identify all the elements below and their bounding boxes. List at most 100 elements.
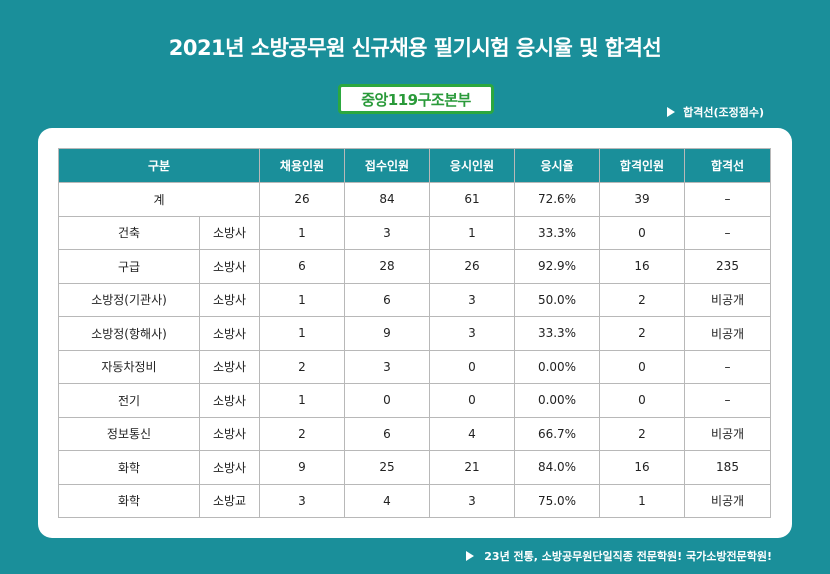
table-cell: 구급 [58, 249, 200, 284]
table-cell: 소방교 [199, 483, 260, 518]
header-cell: 채용인원 [259, 148, 345, 183]
table-cell: 3 [259, 483, 345, 518]
results-table: 구분 채용인원 접수인원 응시인원 응시율 합격인원 합격선 계 26 84 6… [58, 148, 771, 518]
table-cell: 계 [58, 182, 260, 217]
table-cell: 2 [259, 416, 345, 451]
table-cell: 4 [344, 483, 430, 518]
header-cell: 구분 [58, 148, 260, 183]
table-cell: 3 [429, 282, 515, 317]
table-row: 화학 소방교 3 4 3 75.0% 1 비공개 [58, 483, 771, 518]
table-cell: 3 [429, 316, 515, 351]
table-cell: 소방사 [199, 316, 260, 351]
header-cell: 접수인원 [344, 148, 430, 183]
table-cell: 33.3% [514, 316, 600, 351]
table-cell: 비공개 [684, 282, 771, 317]
table-cell: 1 [259, 383, 345, 418]
table-cell: 16 [599, 450, 685, 485]
table-cell: 0.00% [514, 383, 600, 418]
table-cell: – [684, 349, 771, 384]
table-cell: 4 [429, 416, 515, 451]
table-cell: 75.0% [514, 483, 600, 518]
table-cell: 2 [599, 416, 685, 451]
table-row: 자동차정비 소방사 2 3 0 0.00% 0– [58, 349, 771, 384]
page-title: 2021년 소방공무원 신규채용 필기시험 응시율 및 합격선 [168, 36, 662, 60]
table-cell: 2 [259, 349, 345, 384]
table-cell: 소방사 [199, 416, 260, 451]
table-cell: 자동차정비 [58, 349, 200, 384]
table-cell: 16 [599, 249, 685, 284]
table-cell: 3 [429, 483, 515, 518]
table-cell: 0 [429, 349, 515, 384]
table-card: 구분 채용인원 접수인원 응시인원 응시율 합격인원 합격선 계 26 84 6… [38, 128, 792, 538]
table-cell: 1 [429, 215, 515, 250]
table-cell: 33.3% [514, 215, 600, 250]
footer-note: 23년 전통, 소방공무원단일직종 전문학원! 국가소방전문학원! [466, 548, 772, 564]
table-cell: 0 [344, 383, 430, 418]
table-cell: 소방사 [199, 215, 260, 250]
table-cell: 화학 [58, 483, 200, 518]
table-cell: – [684, 383, 771, 418]
organization-badge: 중앙119구조본부 [338, 84, 494, 114]
table-cell: 1 [599, 483, 685, 518]
legend-note-text: 합격선(조정점수) [683, 106, 764, 119]
table-cell: 소방정(항해사) [58, 316, 200, 351]
table-row: 화학 소방사 9 25 21 84.0% 16 185 [58, 450, 771, 485]
table-cell: 0 [429, 383, 515, 418]
table-row: 전기 소방사 1 0 0 0.00% 0– [58, 383, 771, 418]
table-cell: 25 [344, 450, 430, 485]
table-cell: 1 [259, 215, 345, 250]
table-cell: 185 [684, 450, 771, 485]
table-row: 소방정(항해사) 소방사 1 9 3 33.3% 2 비공개 [58, 316, 771, 351]
table-cell: 비공개 [684, 416, 771, 451]
table-cell: 2 [599, 282, 685, 317]
table-cell: 72.6% [514, 182, 600, 217]
table-row: 소방정(기관사) 소방사 1 6 3 50.0% 2 비공개 [58, 282, 771, 317]
table-cell: 50.0% [514, 282, 600, 317]
table-cell: 소방사 [199, 450, 260, 485]
triangle-icon [667, 107, 676, 117]
table-cell: – [684, 215, 771, 250]
table-cell: 21 [429, 450, 515, 485]
header-cell: 합격인원 [599, 148, 685, 183]
table-row: 구급 소방사 6 28 26 92.9% 16 235 [58, 249, 771, 284]
table-row: 정보통신 소방사 2 6 4 66.7% 2 비공개 [58, 416, 771, 451]
table-cell: 92.9% [514, 249, 600, 284]
table-cell: 28 [344, 249, 430, 284]
table-cell: 26 [259, 182, 345, 217]
table-cell: 0 [599, 349, 685, 384]
table-cell: 1 [259, 316, 345, 351]
header-cell: 응시인원 [429, 148, 515, 183]
table-cell: 235 [684, 249, 771, 284]
table-cell: 66.7% [514, 416, 600, 451]
table-cell: 비공개 [684, 316, 771, 351]
header-cell: 응시율 [514, 148, 600, 183]
table-cell: 6 [344, 282, 430, 317]
table-cell: 화학 [58, 450, 200, 485]
total-row: 계 26 84 61 72.6% 39 – [58, 182, 771, 217]
table-cell: 전기 [58, 383, 200, 418]
table-cell: 2 [599, 316, 685, 351]
header-row: 구분 채용인원 접수인원 응시인원 응시율 합격인원 합격선 [58, 148, 771, 183]
table-cell: 0.00% [514, 349, 600, 384]
table-cell: 비공개 [684, 483, 771, 518]
table-row: 건축 소방사 1 3 1 33.3% 0– [58, 215, 771, 250]
legend-note: 합격선(조정점수) [667, 104, 764, 120]
table-cell: 소방사 [199, 282, 260, 317]
footer-note-text: 23년 전통, 소방공무원단일직종 전문학원! 국가소방전문학원! [484, 550, 772, 563]
table-cell: 39 [599, 182, 685, 217]
table-cell: 6 [344, 416, 430, 451]
table-cell: 소방사 [199, 349, 260, 384]
table-cell: 9 [344, 316, 430, 351]
header-cell: 합격선 [684, 148, 771, 183]
table-cell: 3 [344, 215, 430, 250]
table-cell: 26 [429, 249, 515, 284]
table-cell: 3 [344, 349, 430, 384]
table-cell: 9 [259, 450, 345, 485]
table-cell: 소방사 [199, 383, 260, 418]
table-cell: 소방정(기관사) [58, 282, 200, 317]
table-cell: 0 [599, 215, 685, 250]
table-cell: 소방사 [199, 249, 260, 284]
table-cell: 61 [429, 182, 515, 217]
table-cell: 6 [259, 249, 345, 284]
table-cell: – [684, 182, 771, 217]
